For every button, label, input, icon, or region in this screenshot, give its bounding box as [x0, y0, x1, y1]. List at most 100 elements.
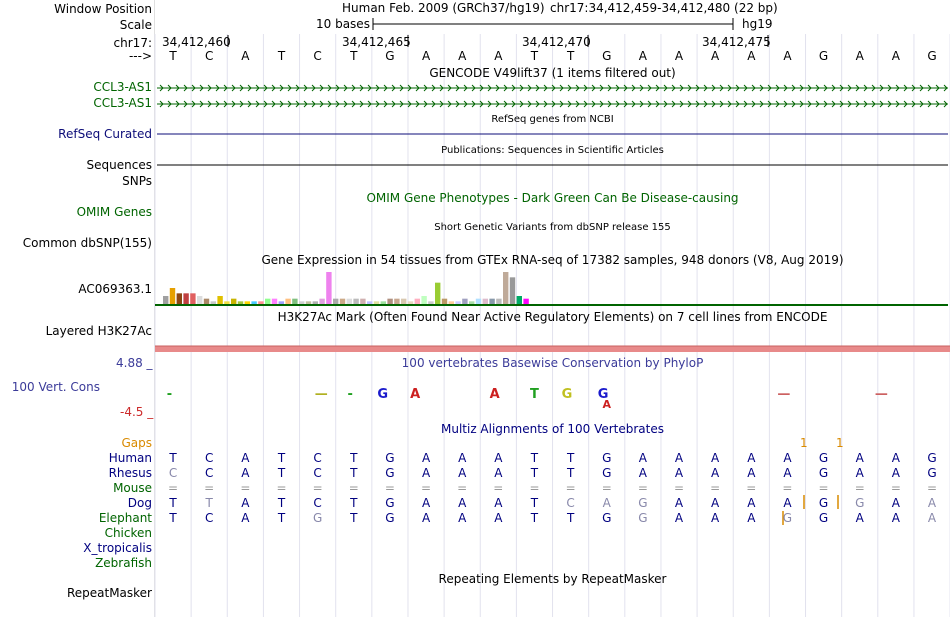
gtex-tissue-bar: [169, 288, 176, 304]
alignment-base: T: [530, 511, 539, 525]
phylop-logo-base: —: [315, 387, 328, 402]
alignment-base: T: [350, 511, 358, 525]
gtex-tissue-bar: [333, 298, 339, 304]
scale-text: 10 bases: [316, 17, 370, 31]
chrom-label: chr17:: [113, 36, 152, 50]
reference-base: G: [602, 49, 612, 63]
omim-track-label[interactable]: OMIM Genes: [76, 205, 152, 219]
alignment-base: =: [637, 481, 648, 495]
gap-count-mark: 1: [836, 436, 844, 450]
alignment-base: =: [854, 481, 865, 495]
alignment-base: T: [530, 496, 539, 510]
reference-base: A: [494, 49, 503, 63]
alignment-base: G: [385, 466, 395, 480]
alignment-base: A: [458, 511, 467, 525]
alignment-base: C: [566, 496, 575, 510]
species-label[interactable]: Dog: [127, 496, 152, 510]
gtex-gene-label[interactable]: AC069363.1: [78, 282, 152, 296]
alignment-base: A: [927, 511, 937, 525]
reference-base: G: [818, 49, 829, 63]
gencode-track-title: GENCODE V49lift37 (1 items filtered out): [429, 66, 676, 80]
gtex-tissue-bar: [319, 298, 325, 304]
species-label[interactable]: X_tropicalis: [83, 541, 152, 555]
gtex-tissue-bar: [394, 298, 400, 304]
species-label[interactable]: Chicken: [104, 526, 152, 540]
alignment-base: =: [276, 481, 287, 495]
reference-base: A: [241, 49, 250, 63]
alignment-base: G: [638, 496, 648, 510]
alignment-base: A: [421, 466, 431, 480]
gtex-tissue-bar: [441, 298, 448, 304]
species-label[interactable]: Human: [108, 451, 152, 465]
snps-label[interactable]: SNPs: [122, 174, 152, 188]
gtex-tissue-bar: [462, 298, 468, 304]
h3k27ac-signal: [155, 346, 950, 352]
alignment-base: =: [529, 481, 540, 495]
reference-base: T: [277, 49, 286, 63]
alignment-base: A: [747, 466, 756, 480]
alignment-base: G: [602, 466, 612, 480]
phylop-logo-base: G: [562, 387, 573, 402]
repeatmasker-track-label[interactable]: RepeatMasker: [66, 586, 152, 600]
alignment-base: A: [674, 466, 684, 480]
alignment-base: G: [927, 466, 937, 480]
gtex-tissue-bar: [387, 298, 393, 304]
gtex-tissue-bar: [224, 301, 230, 304]
alignment-base: A: [711, 496, 720, 510]
alignment-base: G: [927, 451, 937, 465]
gtex-tissue-bar: [346, 298, 352, 304]
alignment-base: A: [855, 466, 864, 480]
gtex-tissue-bar: [305, 301, 312, 304]
alignment-base: A: [711, 451, 720, 465]
gtex-tissue-bar: [367, 301, 373, 304]
alignment-base: T: [169, 511, 177, 525]
gtex-tissue-bar: [326, 272, 332, 304]
phylop-track-title: 100 vertebrates Basewise Conservation by…: [401, 356, 704, 370]
gtex-tissue-bar: [210, 301, 216, 304]
species-label[interactable]: Elephant: [98, 511, 152, 525]
gene-label-ccl3-as1[interactable]: CCL3-AS1: [93, 80, 152, 94]
dbsnp-track-title: Short Genetic Variants from dbSNP releas…: [434, 222, 671, 233]
reference-base: T: [530, 49, 539, 63]
gtex-tissue-bar: [496, 298, 502, 304]
reference-base: T: [566, 49, 575, 63]
alignment-base: T: [350, 451, 358, 465]
phylop-logo-base: G: [377, 387, 388, 402]
species-label[interactable]: Mouse: [113, 481, 152, 495]
species-label[interactable]: Rhesus: [108, 466, 152, 480]
alignment-base: G: [312, 511, 323, 525]
reference-base: A: [891, 49, 900, 63]
gene-label-ccl3-as1[interactable]: CCL3-AS1: [93, 96, 152, 110]
gtex-tissue-bar: [435, 282, 441, 304]
species-label[interactable]: Zebrafish: [95, 556, 152, 570]
alignment-base: =: [240, 481, 251, 495]
h3k27ac-track-label[interactable]: Layered H3K27Ac: [45, 324, 152, 338]
alignment-base: T: [277, 451, 286, 465]
gtex-tissue-bar: [217, 296, 223, 304]
alignment-base: A: [855, 511, 864, 525]
gtex-tissue-bar: [271, 298, 278, 304]
reference-base: A: [421, 49, 431, 63]
gtex-tissue-bar: [380, 301, 386, 304]
publications-track-label[interactable]: Sequences: [86, 158, 152, 172]
alignment-base: =: [746, 481, 757, 495]
alignment-base: A: [711, 466, 720, 480]
refseq-track-title: RefSeq genes from NCBI: [491, 114, 614, 125]
alignment-base: A: [891, 496, 900, 510]
window-position-label: Window Position: [54, 2, 152, 16]
alignment-base: G: [638, 511, 648, 525]
coord-tick-label: 34,412,470: [522, 35, 591, 49]
gtex-tissue-bar: [258, 301, 264, 304]
alignment-base: T: [205, 496, 213, 510]
reference-base: A: [855, 49, 864, 63]
multiz-track-title: Multiz Alignments of 100 Vertebrates: [440, 422, 665, 436]
alignment-base: C: [205, 466, 214, 480]
alignment-base: T: [277, 496, 286, 510]
refseq-track-label[interactable]: RefSeq Curated: [58, 127, 152, 141]
phylop-track-label[interactable]: 100 Vert. Cons: [11, 380, 100, 394]
alignment-base: G: [602, 511, 612, 525]
dbsnp-track-label[interactable]: Common dbSNP(155): [22, 236, 152, 250]
gtex-tissue-bar: [414, 298, 420, 304]
reference-base: C: [205, 49, 214, 63]
